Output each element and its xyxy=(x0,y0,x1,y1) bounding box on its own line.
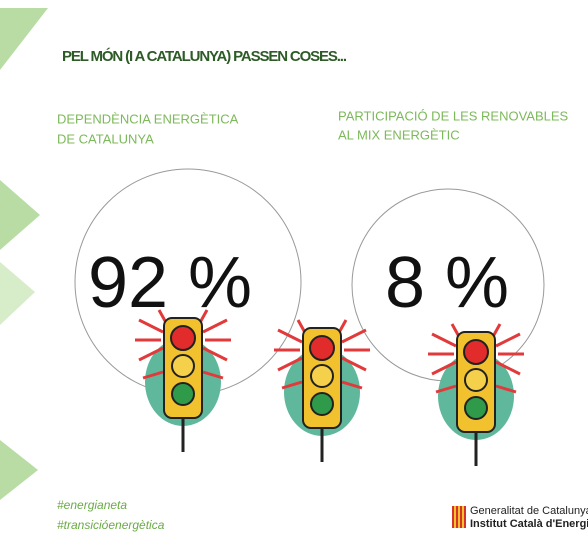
logo-mark xyxy=(452,506,466,528)
heading: PARTICIPACIÓ DE LES RENOVABLES xyxy=(338,108,569,123)
logo-text: Generalitat de Catalunya xyxy=(470,505,588,517)
traffic-light xyxy=(428,324,524,466)
value: 92 % xyxy=(88,243,252,323)
traffic-light xyxy=(274,320,370,462)
heading: DEPENDÈNCIA ENERGÈTICA xyxy=(57,111,239,126)
heading: AL MIX ENERGÈTIC xyxy=(338,127,460,142)
slide: PEL MÓN (I A CATALUNYA) PASSEN COSES... … xyxy=(0,0,588,548)
hashtag: #transicióenergètica xyxy=(57,518,165,532)
decor xyxy=(0,8,48,500)
value: 8 % xyxy=(385,243,509,323)
hashtag: #energianeta xyxy=(57,498,127,512)
traffic-light xyxy=(135,310,231,452)
heading: DE CATALUNYA xyxy=(57,131,154,146)
title: PEL MÓN (I A CATALUNYA) PASSEN COSES... xyxy=(62,47,347,65)
logo-text: Institut Català d'Energia xyxy=(470,518,588,530)
